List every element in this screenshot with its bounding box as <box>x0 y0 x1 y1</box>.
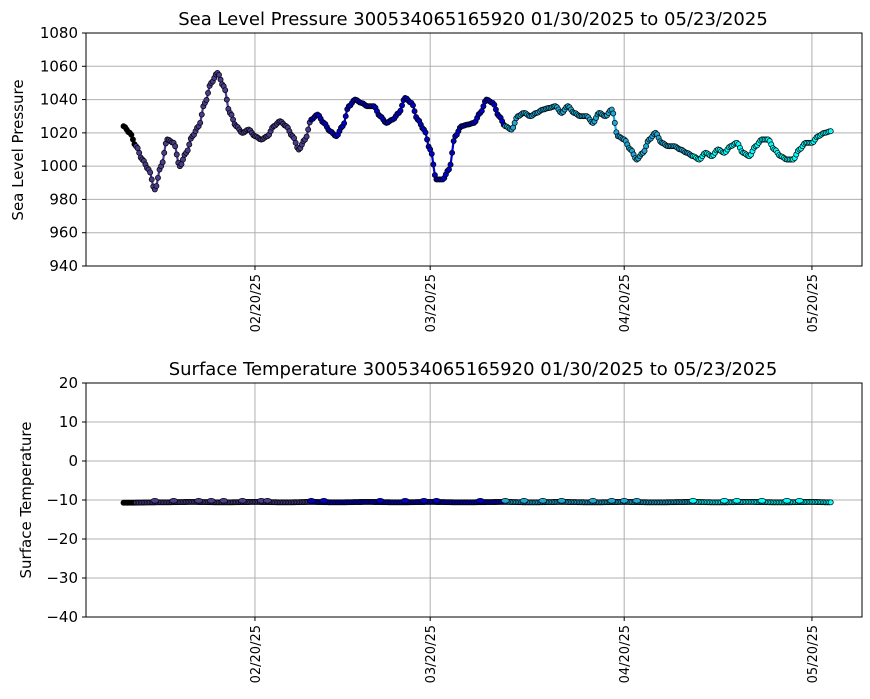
x-tick-label: 02/20/25 <box>249 274 264 332</box>
data-point <box>186 141 193 148</box>
data-point <box>827 128 834 135</box>
x-tick-label: 02/20/25 <box>249 625 264 683</box>
sea-level-pressure-chart: Sea Level Pressure 300534065165920 01/30… <box>9 9 863 332</box>
data-point <box>432 498 441 504</box>
data-point <box>219 498 229 504</box>
y-tick-label: 940 <box>49 257 78 275</box>
data-point <box>500 498 510 504</box>
plot-frame <box>85 382 863 618</box>
data-point <box>430 161 437 168</box>
y-tick-label: 1020 <box>40 124 78 142</box>
data-point <box>198 111 205 118</box>
data-point <box>449 149 456 156</box>
data-point <box>153 183 160 189</box>
data-point <box>519 498 529 504</box>
data-point <box>155 174 161 181</box>
data-point <box>148 176 155 183</box>
data-point <box>159 159 166 166</box>
surface-temperature-chart: Surface Temperature 300534065165920 01/3… <box>17 359 863 683</box>
y-tick-label: 1080 <box>40 24 78 42</box>
data-point <box>222 87 229 94</box>
data-point <box>206 498 216 504</box>
data-point <box>446 166 452 173</box>
y-tick-label: 1040 <box>40 91 78 109</box>
x-tick-label: 03/20/25 <box>424 625 439 683</box>
plot-frame <box>85 32 863 267</box>
data-point <box>238 498 247 504</box>
data-point <box>611 119 618 126</box>
data-point <box>194 498 203 504</box>
data-point <box>341 120 348 127</box>
data-point <box>205 89 211 96</box>
data-point <box>419 498 429 504</box>
data-point <box>399 102 405 109</box>
data-point <box>422 129 429 136</box>
data-point <box>400 498 410 504</box>
data-point <box>827 499 834 506</box>
chart-title: Surface Temperature 300534065165920 01/3… <box>169 359 778 380</box>
data-point <box>732 498 742 504</box>
data-point <box>475 498 485 504</box>
data-point <box>610 110 617 117</box>
data-point <box>150 498 160 504</box>
y-tick-label: 10 <box>59 413 78 431</box>
data-point <box>375 498 385 504</box>
data-point <box>306 498 316 504</box>
data-point <box>447 161 454 168</box>
data-point <box>688 498 698 504</box>
data-point <box>303 133 310 140</box>
y-axis-label: Sea Level Pressure <box>9 79 27 220</box>
data-point <box>607 498 617 504</box>
x-tick-label: 04/20/25 <box>618 274 633 332</box>
y-tick-label: −20 <box>46 530 78 548</box>
data-point <box>557 498 566 504</box>
data-point <box>411 108 418 115</box>
data-point <box>719 498 729 504</box>
data-point <box>795 498 804 504</box>
data-point <box>588 498 598 504</box>
series-line-segment <box>309 96 506 181</box>
y-tick-label: 980 <box>49 190 78 208</box>
data-point <box>197 119 204 126</box>
data-point <box>147 169 154 176</box>
x-tick-label: 03/20/25 <box>424 274 439 332</box>
x-tick-label: 05/20/25 <box>806 274 821 332</box>
y-tick-label: 1000 <box>40 157 78 175</box>
data-point <box>538 498 548 504</box>
x-tick-label: 05/20/25 <box>806 625 821 683</box>
y-tick-label: −10 <box>46 491 78 509</box>
data-point <box>619 498 629 504</box>
data-point <box>424 136 431 143</box>
data-point <box>782 498 792 504</box>
data-point <box>161 149 168 156</box>
chart-title: Sea Level Pressure 300534065165920 01/30… <box>178 9 768 30</box>
data-point <box>173 151 180 158</box>
y-tick-label: 0 <box>68 452 78 470</box>
x-tick-label: 04/20/25 <box>618 625 633 683</box>
y-tick-label: 20 <box>59 374 78 392</box>
y-axis-label: Surface Temperature <box>17 422 35 579</box>
data-point <box>305 126 312 133</box>
y-tick-label: −40 <box>46 608 78 626</box>
data-point <box>757 498 767 504</box>
data-point <box>172 143 179 150</box>
data-point <box>632 498 642 504</box>
y-tick-label: −30 <box>46 569 78 587</box>
data-point <box>319 498 329 504</box>
y-tick-label: 1060 <box>40 57 78 75</box>
data-point <box>184 147 191 154</box>
data-point <box>450 138 457 145</box>
data-point <box>263 498 272 504</box>
data-point <box>342 113 349 120</box>
data-point <box>223 96 230 103</box>
data-point <box>410 102 416 109</box>
data-point <box>428 150 435 157</box>
data-point <box>203 97 210 103</box>
data-point <box>169 498 178 504</box>
data-point <box>397 107 404 114</box>
y-tick-label: 960 <box>49 224 78 242</box>
